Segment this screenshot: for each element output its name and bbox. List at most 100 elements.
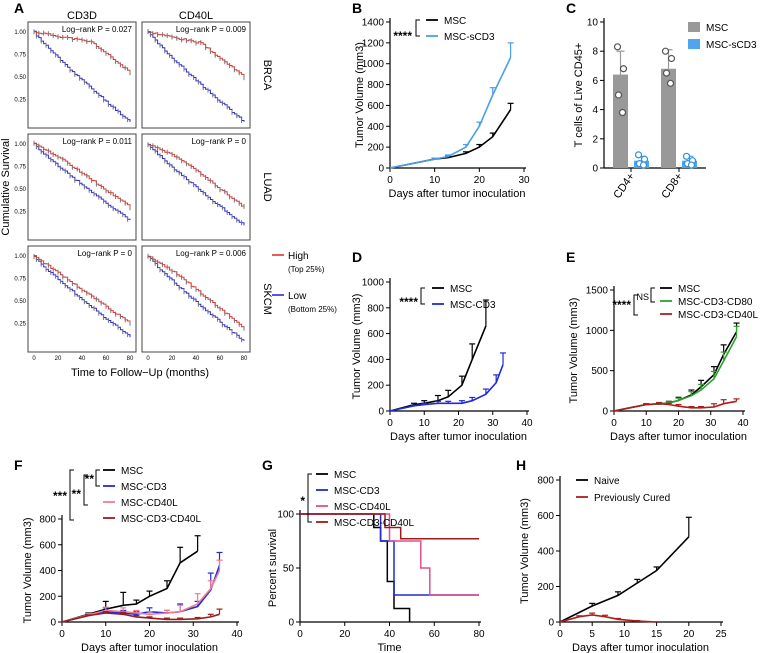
km-y-tick-label: 0.50 (14, 299, 26, 305)
x-tick-label: 30 (705, 418, 717, 429)
km-panel-brca-cd3d: Log−rank P = 0.027 1.00 0.75 0.50 0.25 (14, 21, 137, 129)
survival-line (300, 513, 479, 540)
x-tick-label: 60 (429, 629, 441, 640)
x-tick-label: 10 (419, 418, 431, 429)
km-column-header: CD40L (179, 10, 213, 22)
y-tick-label: 600 (537, 511, 554, 522)
km-y-tick-label: 0.25 (14, 210, 26, 216)
panel-label-d: D (352, 249, 362, 265)
km-panel-skcm-cd3d: Log−rank P = 0 1.00 0.75 0.50 0.25 0 20 40 60 80 (14, 245, 137, 362)
x-tick-label: 20 (683, 629, 695, 640)
km-x-tick-label: 80 (127, 356, 134, 362)
y-tick-label: 200 (39, 592, 56, 603)
series-line (559, 536, 690, 623)
data-point (661, 47, 670, 55)
series-line (389, 57, 512, 169)
panel-f-sig-outer: *** (53, 489, 67, 503)
km-pvalue: Log−rank P = 0.011 (62, 137, 132, 146)
panel-e-legend: MSC MSC-CD3-CD80 MSC-CD3-CD40L (660, 284, 758, 321)
legend-label: MSC (450, 284, 472, 295)
y-tick-label: 800 (39, 515, 56, 526)
km-censor-marks (33, 29, 131, 123)
km-y-tick-label: 1.00 (14, 30, 26, 36)
x-tick-label: 0 (387, 418, 393, 429)
panel-g-chart: 0 50 100 0 20 40 60 80 Time Percent survival (267, 510, 485, 653)
km-x-tick-label: 80 (241, 356, 248, 362)
y-tick-label: 0 (548, 618, 554, 629)
panel-e-sig-outer: **** (612, 298, 631, 312)
panel-g-legend: MSC MSC-CD3 MSC-CD40L MSC-CD3-CD40L (316, 470, 414, 529)
km-x-tick-label: 0 (32, 356, 36, 362)
x-tick-label: 40 (737, 418, 749, 429)
y-axis-title: Tumor Volume (mm3) (354, 42, 366, 148)
panel-h-legend: Naive Previously Cured (576, 476, 670, 504)
data-point (667, 54, 676, 63)
km-x-tick-label: 60 (217, 356, 224, 362)
legend-label: MSC (678, 284, 700, 295)
x-tick-label: 80 (473, 629, 485, 640)
x-tick-label: 5 (589, 629, 595, 640)
x-tick-label: 20 (474, 175, 486, 186)
series-msc-cd40l (61, 559, 223, 623)
km-y-tick-label: 0.75 (14, 277, 26, 283)
x-tick-label: 0 (59, 629, 65, 640)
y-tick-label: 500 (591, 366, 608, 377)
data-point (640, 155, 649, 163)
panel-label-f: F (14, 457, 23, 473)
legend-label: MSC-sCD3 (444, 32, 495, 43)
y-tick-label: 0 (592, 164, 598, 175)
data-point (687, 161, 696, 169)
legend-label: MSC-CD3-CD40L (334, 518, 414, 529)
y-tick-label: 1200 (362, 38, 385, 49)
y-tick-label: 600 (367, 101, 384, 112)
km-censor-marks (147, 253, 245, 343)
km-pvalue: Log−rank P = 0.009 (176, 25, 247, 34)
y-tick-label: 1000 (362, 59, 385, 70)
data-point (662, 69, 671, 77)
km-y-tick-label: 0.75 (14, 53, 26, 59)
km-row-label: SKCM (261, 283, 273, 315)
km-y-tick-label: 1.00 (14, 142, 26, 148)
series-line (389, 364, 504, 412)
km-panel-luad-cd3d: Log−rank P = 0.011 1.00 0.75 0.50 0.25 (14, 133, 137, 241)
x-tick-label: 30 (487, 418, 499, 429)
data-point (634, 151, 643, 159)
panel-h-chart: 0 200 400 600 800 0 5 10 15 20 25 Days after tumor … (519, 476, 727, 653)
legend-label: MSC (334, 470, 356, 481)
y-tick-label: 400 (537, 547, 554, 558)
legend-label: MSC-CD40L (121, 498, 178, 509)
legend-swatch (688, 22, 700, 32)
x-tick-label: 0 (557, 629, 563, 640)
x-tick-label: 0 (611, 418, 617, 429)
legend-swatch (688, 39, 700, 49)
panel-a-km-grid: CD3D CD40L Log−rank P = 0.027 1.00 0.75 0.50 0… (0, 10, 337, 379)
y-tick-label: 0 (288, 618, 294, 629)
panel-f-sig-bracket-outer (69, 469, 74, 521)
series-line (389, 109, 512, 169)
y-axis-title: Tumor Volume (mm3) (519, 498, 531, 604)
y-tick-label: 0 (50, 618, 56, 629)
km-y-tick-label: 0.25 (14, 98, 26, 104)
x-tick-label: 40 (521, 418, 533, 429)
y-tick-label: 8 (592, 47, 598, 58)
panel-label-e: E (566, 249, 575, 265)
series-msc-cd3 (389, 352, 507, 412)
x-tick-label: 20 (453, 418, 465, 429)
series-msc (300, 513, 411, 622)
x-tick-label: 30 (188, 629, 200, 640)
y-tick-label: 600 (367, 329, 384, 340)
legend-label: Naive (594, 476, 620, 487)
km-pvalue: Log−rank P = 0.027 (62, 25, 133, 34)
km-x-tick-label: 20 (55, 356, 62, 362)
y-tick-label: 2 (592, 134, 598, 145)
series-line (559, 614, 657, 623)
legend-label: MSC (706, 23, 728, 34)
panel-d-legend: MSC MSC-CD3 (432, 284, 496, 311)
x-tick-label: 10 (641, 418, 653, 429)
series-line (613, 400, 737, 412)
series-msc (389, 299, 489, 412)
y-tick-label: 400 (367, 355, 384, 366)
panel-f-sig-bracket-mid (83, 474, 88, 506)
km-y-tick-label: 0.75 (14, 165, 26, 171)
y-tick-label: 1000 (586, 326, 609, 337)
